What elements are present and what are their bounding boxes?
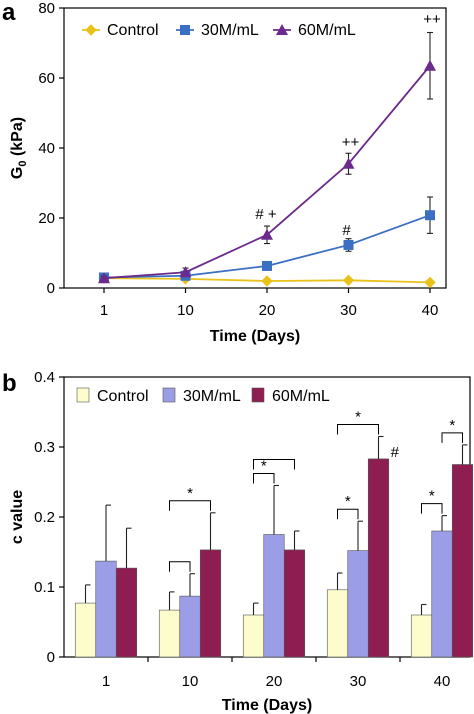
significance-marker: ++ bbox=[342, 134, 360, 151]
data-point bbox=[343, 239, 354, 250]
y-tick-label: 0 bbox=[47, 280, 55, 297]
data-point bbox=[98, 272, 110, 284]
legend-label: Control bbox=[107, 22, 159, 39]
bar bbox=[451, 464, 474, 658]
panel-a-label: a bbox=[2, 0, 16, 26]
data-point bbox=[424, 276, 436, 289]
panel-a-plot-frame bbox=[63, 7, 447, 289]
y-tick-label: 0.1 bbox=[34, 579, 55, 596]
legend-swatch bbox=[251, 387, 265, 403]
y-axis-label: c value bbox=[9, 490, 26, 544]
data-point bbox=[342, 274, 355, 287]
bar bbox=[179, 595, 201, 658]
significance-bracket bbox=[337, 424, 379, 435]
significance-bracket bbox=[441, 432, 463, 443]
y-axis-label-main: G bbox=[9, 167, 26, 179]
bar bbox=[74, 602, 97, 658]
bar bbox=[263, 534, 285, 658]
y-axis-label-unit: (kPa) bbox=[9, 117, 26, 161]
bar bbox=[347, 550, 369, 658]
significance-bracket bbox=[169, 561, 191, 572]
significance-marker: * bbox=[355, 409, 361, 426]
legend-label: Control bbox=[97, 388, 149, 405]
significance-marker: * bbox=[261, 458, 267, 475]
legend-swatch bbox=[162, 387, 176, 403]
data-point bbox=[179, 266, 192, 278]
significance-marker: * bbox=[429, 488, 435, 505]
x-tick-label: 30 bbox=[340, 302, 357, 319]
bar bbox=[115, 567, 138, 658]
significance-marker: * bbox=[345, 493, 351, 510]
bar bbox=[199, 549, 222, 658]
significance-bracket bbox=[253, 459, 295, 470]
significance-marker: ++ bbox=[423, 11, 441, 28]
data-point bbox=[342, 157, 355, 169]
y-tick-label: 0.2 bbox=[34, 509, 55, 526]
significance-marker: * bbox=[449, 417, 455, 434]
legend-label: 60M/mL bbox=[272, 388, 330, 405]
x-tick-label: 30 bbox=[350, 673, 367, 690]
legend-label: 30M/mL bbox=[183, 388, 241, 405]
data-point bbox=[261, 228, 273, 240]
significance-marker: # + bbox=[255, 206, 277, 223]
panel-b-label: b bbox=[2, 370, 17, 397]
legend-marker bbox=[276, 24, 288, 35]
y-tick-label: 60 bbox=[38, 70, 55, 87]
bar bbox=[283, 549, 306, 658]
significance-marker: # bbox=[391, 444, 400, 461]
data-point bbox=[424, 59, 436, 71]
y-tick-label: 80 bbox=[38, 0, 55, 17]
legend-swatch bbox=[76, 387, 90, 403]
significance-bracket bbox=[337, 508, 359, 520]
bar bbox=[431, 530, 453, 658]
x-tick-label: 10 bbox=[182, 673, 199, 690]
data-point bbox=[425, 210, 435, 221]
legend-marker bbox=[180, 25, 190, 35]
significance-bracket bbox=[421, 503, 443, 514]
y-tick-label: 0.4 bbox=[34, 369, 55, 386]
y-axis-label-subscript: 0 bbox=[17, 161, 29, 167]
legend-label: 60M/mL bbox=[298, 22, 356, 39]
y-tick-label: 0 bbox=[47, 649, 55, 666]
y-axis-label: G0 (kPa) bbox=[9, 117, 29, 179]
x-axis-label: Time (Days) bbox=[210, 328, 300, 345]
bar bbox=[95, 560, 117, 658]
legend-marker bbox=[85, 24, 97, 36]
legend-label: 30M/mL bbox=[201, 22, 259, 39]
x-tick-label: 1 bbox=[102, 673, 110, 690]
y-tick-label: 20 bbox=[38, 210, 55, 227]
y-tick-label: 0.3 bbox=[34, 439, 55, 456]
x-tick-label: 20 bbox=[259, 302, 276, 319]
bar bbox=[326, 589, 349, 658]
x-tick-label: 20 bbox=[266, 673, 283, 690]
x-tick-label: 40 bbox=[422, 302, 439, 319]
x-tick-label: 40 bbox=[434, 673, 451, 690]
significance-marker: * bbox=[187, 485, 193, 502]
x-axis-label: Time (Days) bbox=[222, 697, 312, 714]
x-tick-label: 10 bbox=[177, 302, 194, 319]
bar bbox=[158, 609, 181, 658]
x-tick-label: 1 bbox=[100, 302, 108, 319]
bar bbox=[410, 614, 433, 658]
significance-bracket bbox=[169, 500, 211, 511]
significance-bracket bbox=[253, 473, 275, 484]
series-line-2 bbox=[103, 65, 431, 280]
significance-marker: # bbox=[342, 222, 351, 239]
data-point bbox=[262, 260, 272, 271]
bar bbox=[242, 614, 265, 658]
data-point bbox=[261, 275, 273, 287]
y-tick-label: 40 bbox=[38, 140, 55, 157]
bar bbox=[367, 458, 390, 658]
